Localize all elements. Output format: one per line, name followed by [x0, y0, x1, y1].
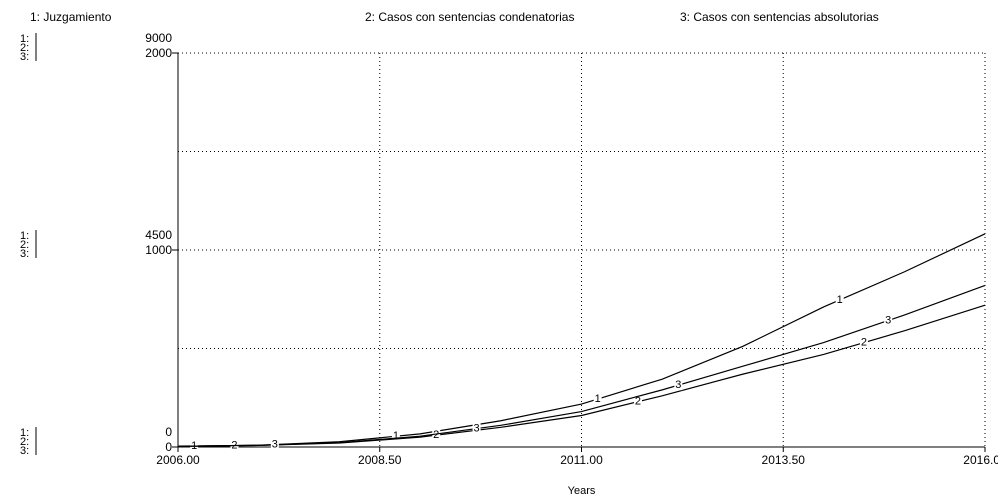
axis-tag: 1: — [20, 230, 29, 242]
legend-entry: 1: Juzgamiento — [30, 10, 112, 24]
x-tick-label: 2006.00 — [156, 453, 200, 467]
marker-bg — [884, 314, 893, 326]
axis-tag: 1: — [20, 33, 29, 45]
series-marker: 3 — [272, 439, 278, 451]
marker-bg — [472, 422, 481, 434]
series-line — [177, 284, 986, 448]
marker-bg — [593, 393, 602, 405]
series-marker: 2 — [433, 429, 439, 441]
y-tick-label: 0 — [165, 425, 172, 439]
legend-entry: 3: Casos con sentencias absolutorias — [680, 10, 879, 24]
y2-tick-label: 1000 — [145, 243, 172, 257]
marker-bg — [674, 379, 683, 391]
series-marker: 2 — [635, 396, 641, 408]
marker-bg — [190, 439, 199, 451]
marker-bg — [835, 293, 844, 305]
series-marker: 3 — [474, 422, 480, 434]
axis-tag: 3: — [20, 248, 29, 260]
series-marker: 1 — [595, 393, 601, 405]
marker-bg — [859, 336, 868, 348]
axis-tag: 1: — [20, 427, 29, 439]
series-marker: 2 — [861, 336, 867, 348]
marker-bg — [270, 438, 279, 450]
y-tick-label: 4500 — [145, 228, 172, 242]
x-tick-label: 2013.50 — [762, 453, 806, 467]
axis-tag: 3: — [20, 51, 29, 63]
marker-bg — [633, 395, 642, 407]
axis-tag: 2: — [20, 42, 29, 54]
x-axis-label: Years — [568, 485, 596, 497]
x-tick-label: 2011.00 — [560, 453, 603, 467]
series-marker: 3 — [885, 314, 891, 326]
y2-tick-label: 0 — [165, 440, 172, 454]
axis-tag: 3: — [20, 445, 29, 457]
series-marker: 3 — [675, 379, 681, 391]
x-tick-label: 2016.00 — [963, 453, 998, 467]
series-marker: 1 — [837, 294, 843, 306]
x-tick-label: 2008.50 — [358, 453, 402, 467]
y2-tick-label: 2000 — [145, 46, 172, 60]
marker-bg — [391, 430, 400, 442]
legend-entry: 2: Casos con sentencias condenatorias — [365, 10, 574, 24]
axis-tag: 2: — [20, 436, 29, 448]
series-line — [177, 233, 986, 447]
marker-bg — [432, 429, 441, 441]
y-tick-label: 9000 — [145, 31, 172, 45]
series-marker: 1 — [393, 430, 399, 442]
axis-tag: 2: — [20, 239, 29, 251]
